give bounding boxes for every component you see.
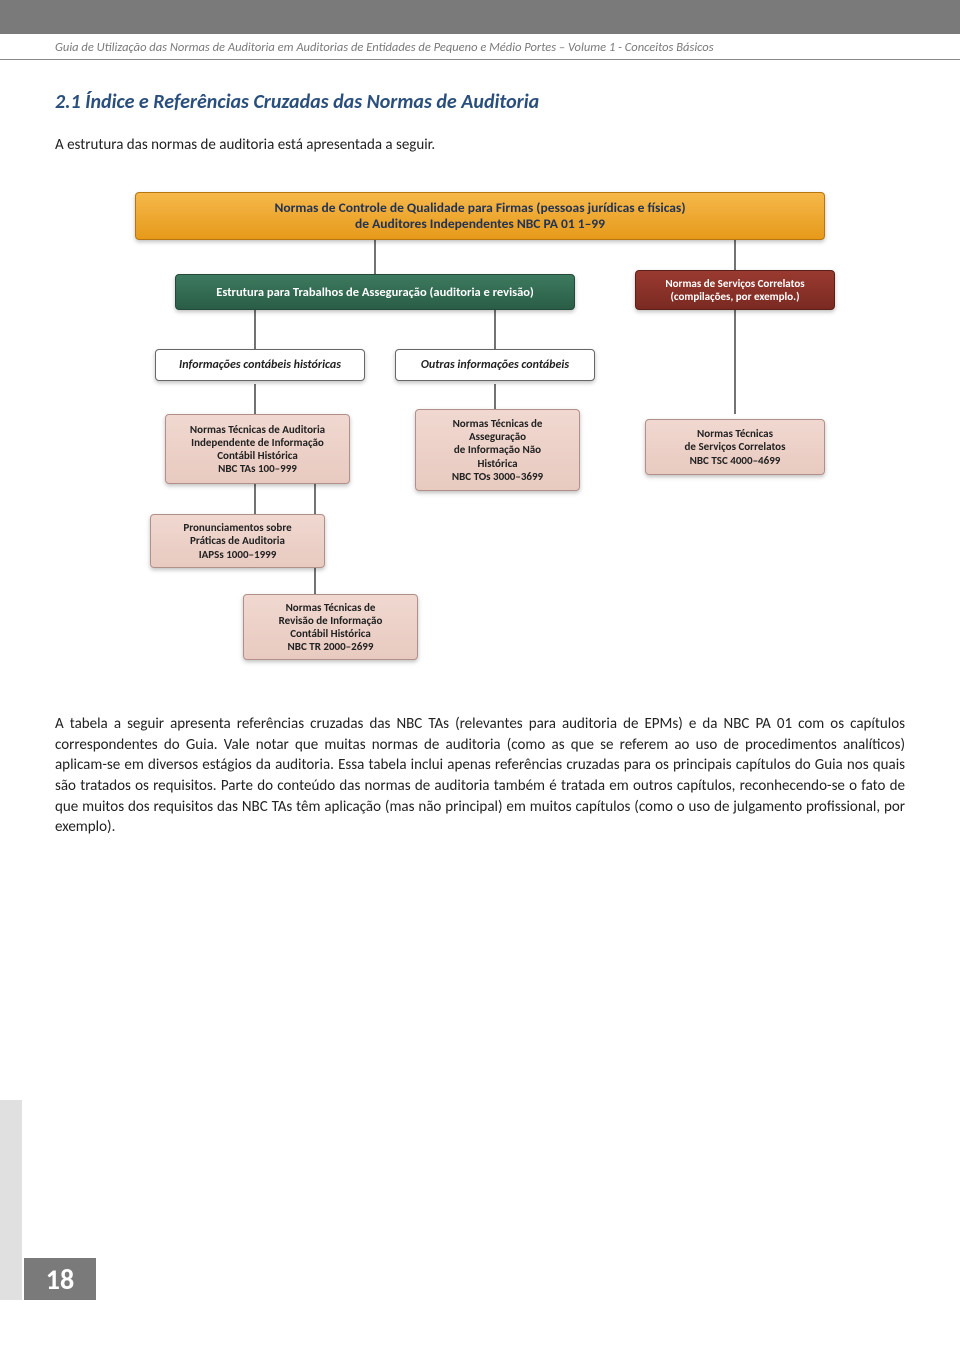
node-nbc-tsc: Normas Técnicas de Serviços Correlatos N…	[645, 419, 825, 475]
node-other-info-label: Outras informações contábeis	[421, 358, 569, 372]
node-nbc-to: Normas Técnicas de Asseguração de Inform…	[415, 409, 580, 491]
node-iaps-l2: Práticas de Auditoria	[190, 534, 285, 547]
node-assurance-structure: Estrutura para Trabalhos de Asseguração …	[175, 274, 575, 310]
node-nbc-to-l2: Asseguração	[469, 430, 526, 443]
node-nbc-tsc-l2: de Serviços Correlatos	[685, 440, 786, 453]
node-nbc-to-l1: Normas Técnicas de	[453, 417, 543, 430]
node-nbc-tr-l3: Contábil Histórica	[290, 627, 371, 640]
node-iaps-l1: Pronunciamentos sobre	[183, 521, 291, 534]
node-iaps-l3: IAPSs 1000–1999	[199, 548, 277, 561]
node-nbc-tr-l1: Normas Técnicas de	[286, 601, 376, 614]
node-nbc-tr-l4: NBC TR 2000–2699	[288, 640, 374, 653]
node-nbc-ta-l2: Independente de Informação	[191, 436, 324, 449]
page-content: 2.1 Índice e Referências Cruzadas das No…	[0, 90, 960, 898]
node-historical-info: Informações contábeis históricas	[155, 349, 365, 381]
page-side-stub	[0, 1100, 22, 1300]
node-related-services: Normas de Serviços Correlatos (compilaçõ…	[635, 270, 835, 310]
node-nbc-tsc-l1: Normas Técnicas	[697, 427, 773, 440]
node-other-info: Outras informações contábeis	[395, 349, 595, 381]
node-assurance-structure-label: Estrutura para Trabalhos de Asseguração …	[216, 285, 533, 300]
node-nbc-ta: Normas Técnicas de Auditoria Independent…	[165, 414, 350, 484]
intro-paragraph: A estrutura das normas de auditoria está…	[55, 136, 905, 154]
standards-structure-diagram: Normas de Controle de Qualidade para Fir…	[75, 184, 885, 684]
node-nbc-tsc-l3: NBC TSC 4000–4699	[690, 454, 781, 467]
running-header-title: Guia de Utilização das Normas de Auditor…	[55, 40, 905, 59]
node-nbc-to-l5: NBC TOs 3000–3699	[452, 470, 543, 483]
node-nbc-ta-l1: Normas Técnicas de Auditoria	[190, 423, 325, 436]
node-quality-control-line2: de Auditores Independentes NBC PA 01 1–9…	[355, 216, 605, 232]
node-nbc-to-l3: de Informação Não	[454, 443, 541, 456]
section-heading: 2.1 Índice e Referências Cruzadas das No…	[55, 90, 905, 114]
node-nbc-tr: Normas Técnicas de Revisão de Informação…	[243, 594, 418, 660]
page-footer: 18	[0, 1258, 960, 1300]
node-nbc-tr-l2: Revisão de Informação	[279, 614, 383, 627]
header-gray-band	[0, 0, 960, 34]
node-nbc-ta-l4: NBC TAs 100–999	[218, 462, 297, 475]
node-quality-control-line1: Normas de Controle de Qualidade para Fir…	[274, 200, 685, 216]
running-header-wrap: Guia de Utilização das Normas de Auditor…	[0, 40, 960, 60]
node-quality-control: Normas de Controle de Qualidade para Fir…	[135, 192, 825, 240]
node-iaps: Pronunciamentos sobre Práticas de Audito…	[150, 514, 325, 568]
node-related-services-line1: Normas de Serviços Correlatos	[665, 277, 804, 290]
page-number: 18	[24, 1258, 96, 1300]
body-paragraph: A tabela a seguir apresenta referências …	[55, 714, 905, 838]
node-related-services-line2: (compilações, por exemplo.)	[670, 290, 799, 303]
node-nbc-ta-l3: Contábil Histórica	[217, 449, 298, 462]
node-historical-info-label: Informações contábeis históricas	[179, 358, 341, 372]
node-nbc-to-l4: Histórica	[477, 457, 517, 470]
